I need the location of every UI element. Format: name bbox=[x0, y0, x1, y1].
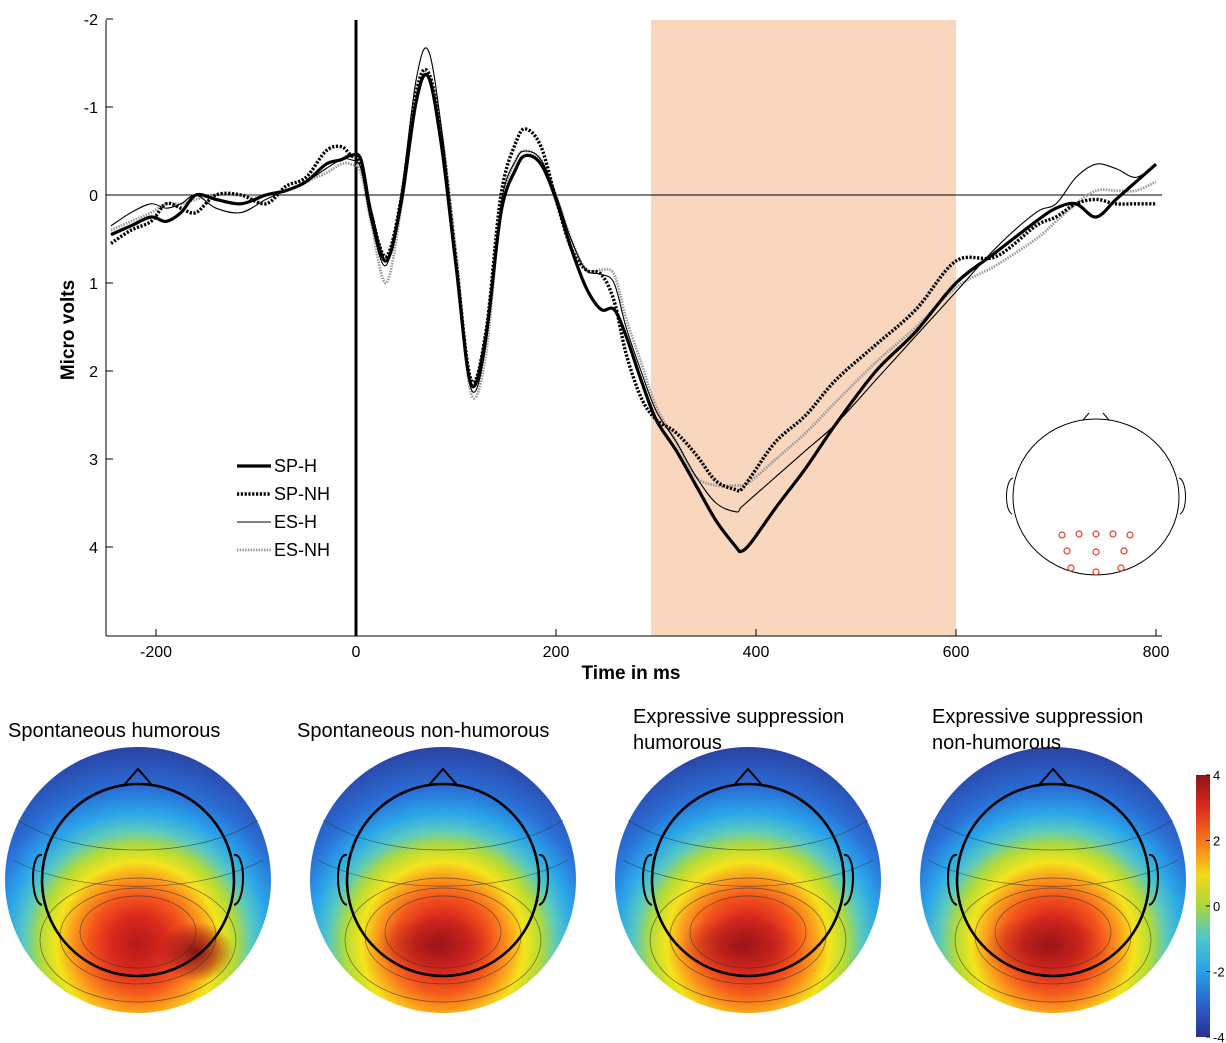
head-nose bbox=[1082, 412, 1110, 421]
contour-line bbox=[954, 877, 1152, 1003]
contour-line bbox=[317, 859, 569, 887]
series-line-es-nh bbox=[110, 72, 1157, 488]
topomap-nose bbox=[1038, 767, 1068, 786]
sensor-electrodes bbox=[1058, 530, 1134, 576]
topomap-peak bbox=[983, 916, 1103, 976]
head-right-ear bbox=[1178, 477, 1186, 515]
topomap-disc bbox=[5, 747, 271, 1013]
topomap-right-ear bbox=[538, 854, 549, 906]
topomap-left-ear bbox=[32, 854, 43, 906]
topomap-right-ear bbox=[233, 854, 244, 906]
legend-label: SP-H bbox=[274, 456, 317, 476]
topomap-title-1: Spontaneous humorous bbox=[8, 720, 221, 742]
electrode bbox=[1126, 531, 1134, 539]
legend: SP-H SP-NH ES-H ES-NH bbox=[237, 456, 330, 560]
legend-label: ES-H bbox=[274, 512, 317, 532]
contour-line bbox=[17, 819, 259, 851]
y-tick-label: 0 bbox=[89, 188, 98, 205]
topomap-nose bbox=[123, 767, 153, 786]
topomap-title-3: Expressive suppression humorous bbox=[633, 706, 845, 754]
x-tick-label: -200 bbox=[140, 644, 172, 661]
contour-line bbox=[622, 859, 874, 887]
topomap-title-2: Spontaneous non-humorous bbox=[297, 720, 550, 742]
x-axis-title: Time in ms bbox=[582, 663, 681, 684]
head-outline bbox=[1012, 418, 1180, 576]
colorbar-tick-label: -2 bbox=[1213, 965, 1225, 980]
series-line-sp-nh bbox=[110, 67, 1156, 493]
colorbar: 4 2 0 -2 -4 bbox=[1196, 768, 1225, 1043]
topomap-left-ear bbox=[337, 854, 348, 906]
y-tick-label: 3 bbox=[89, 452, 98, 469]
y-tick-label: 2 bbox=[89, 364, 98, 381]
series-line-es-h bbox=[110, 47, 1157, 513]
topomap-head-outline bbox=[955, 782, 1151, 978]
contour-line bbox=[12, 859, 264, 887]
y-tick-label: -2 bbox=[84, 12, 98, 29]
contour-line bbox=[79, 895, 197, 969]
topomap-head-outline bbox=[40, 782, 236, 978]
topomap-1 bbox=[5, 747, 271, 1013]
topomap-title-4: Expressive suppression non-humorous bbox=[932, 706, 1144, 754]
head-left-ear bbox=[1006, 477, 1014, 515]
contour-line bbox=[994, 895, 1112, 969]
y-tick-label: -1 bbox=[84, 100, 98, 117]
contour-line bbox=[344, 877, 542, 1003]
y-tick-label: 1 bbox=[89, 276, 98, 293]
electrode bbox=[1109, 530, 1117, 538]
contour-line bbox=[384, 895, 502, 969]
electrode bbox=[1075, 530, 1083, 538]
legend-label: ES-NH bbox=[274, 540, 330, 560]
topomap-2 bbox=[310, 747, 576, 1013]
topomap-head-outline bbox=[345, 782, 541, 978]
electrode bbox=[1063, 547, 1071, 555]
electrode bbox=[1092, 530, 1100, 538]
contour-line bbox=[689, 895, 807, 969]
erp-line-chart: -2 -1 0 1 2 3 4 -200 0 200 400 600 800 Time in ms Mi… bbox=[58, 12, 1186, 684]
colorbar-tick-label: 2 bbox=[1213, 834, 1220, 849]
series-layer bbox=[110, 47, 1158, 554]
sensor-layout-head bbox=[1006, 412, 1186, 576]
x-tick-label: 200 bbox=[543, 644, 570, 661]
topomap-nose bbox=[733, 767, 763, 786]
x-tick-label: 600 bbox=[943, 644, 970, 661]
topomap-right-ear bbox=[1148, 854, 1159, 906]
topomap-peak bbox=[678, 916, 798, 976]
contour-line bbox=[39, 877, 237, 1003]
contour-line bbox=[627, 819, 869, 851]
axis-ticks: -2 -1 0 1 2 3 4 -200 0 200 400 600 800 bbox=[84, 12, 1170, 661]
y-axis-title: Micro volts bbox=[58, 280, 79, 380]
colorbar-ticks: 4 2 0 -2 -4 bbox=[1206, 768, 1225, 1043]
x-tick-label: 400 bbox=[743, 644, 770, 661]
x-tick-label: 800 bbox=[1143, 644, 1170, 661]
x-tick-label: 0 bbox=[352, 644, 361, 661]
electrode bbox=[1092, 568, 1100, 576]
topomap-left-ear bbox=[947, 854, 958, 906]
electrode bbox=[1067, 564, 1075, 572]
contour-line bbox=[649, 877, 847, 1003]
electrode bbox=[1092, 548, 1100, 556]
topomap-right-ear bbox=[843, 854, 854, 906]
topomap-3 bbox=[615, 747, 881, 1013]
contour-line bbox=[927, 859, 1179, 887]
analysis-window-shading bbox=[651, 20, 956, 636]
electrode bbox=[1117, 564, 1125, 572]
colorbar-tick-label: -4 bbox=[1213, 1030, 1225, 1043]
topomap-nose bbox=[428, 767, 458, 786]
topomap-head-outline bbox=[650, 782, 846, 978]
topographic-maps bbox=[5, 747, 1186, 1013]
topomap-peak bbox=[373, 916, 493, 976]
legend-label: SP-NH bbox=[274, 484, 330, 504]
y-tick-label: 4 bbox=[89, 540, 98, 557]
series-line-sp-h bbox=[110, 72, 1158, 554]
contour-line bbox=[322, 819, 564, 851]
electrode bbox=[1120, 547, 1128, 555]
topomap-4 bbox=[920, 747, 1186, 1013]
colorbar-tick-label: 4 bbox=[1213, 768, 1220, 783]
topomap-left-ear bbox=[642, 854, 653, 906]
contour-line bbox=[932, 819, 1174, 851]
electrode bbox=[1058, 531, 1066, 539]
colorbar-tick-label: 0 bbox=[1213, 899, 1220, 914]
